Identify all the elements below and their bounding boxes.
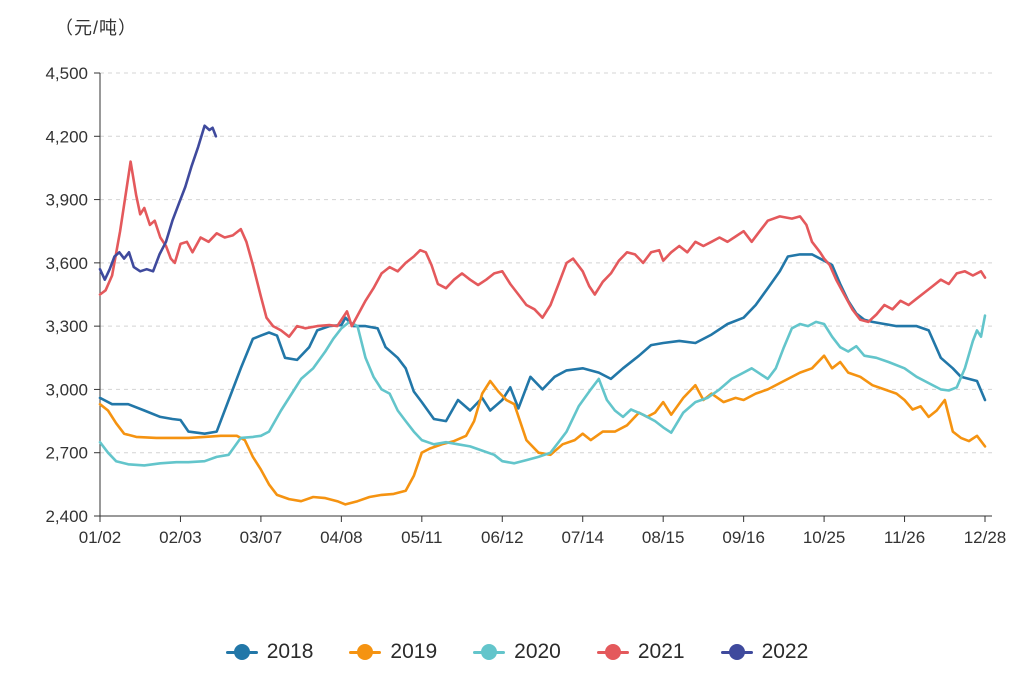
y-axis-label: 2,400: [45, 507, 88, 526]
legend-line-dot-icon: [473, 644, 506, 660]
legend-item-2018[interactable]: 2018: [225, 640, 314, 664]
x-axis-label: 12/28: [964, 528, 1007, 547]
x-axis-label: 04/08: [320, 528, 363, 547]
y-axis-unit-label: （元/吨）: [55, 18, 138, 38]
x-axis-label: 01/02: [79, 528, 122, 547]
y-axis-label: 3,300: [45, 317, 88, 336]
series-line-2018: [98, 253, 987, 436]
legend-line-dot-icon: [596, 644, 629, 660]
x-axis-label: 03/07: [240, 528, 283, 547]
x-axis-label: 09/16: [722, 528, 765, 547]
legend-label: 2022: [761, 640, 809, 663]
x-axis-label: 10/25: [803, 528, 846, 547]
x-axis-label: 08/15: [642, 528, 685, 547]
legend-item-2019[interactable]: 2019: [349, 640, 437, 664]
series-line-2021: [98, 160, 987, 339]
y-axis-label: 3,600: [45, 254, 88, 273]
legend-label: 2020: [514, 640, 561, 663]
x-axis-label: 06/12: [481, 528, 524, 547]
x-axis-label: 07/14: [561, 528, 604, 547]
series-line-2019: [98, 354, 987, 506]
legend-item-2021[interactable]: 2021: [596, 640, 685, 664]
legend-item-2022[interactable]: 2022: [720, 640, 809, 664]
series-line-2020: [98, 314, 987, 467]
legend-label: 2018: [266, 640, 314, 663]
legend-item-2020[interactable]: 2020: [473, 640, 561, 664]
x-axis-label: 05/11: [401, 528, 442, 547]
x-axis-label: 11/26: [884, 528, 925, 547]
legend-label: 2021: [637, 640, 685, 663]
y-axis-label: 3,900: [45, 191, 88, 210]
y-axis-label: 4,500: [45, 64, 88, 83]
line-chart-canvas: 2,400 2,700 3,000 3,300 3,600 3,900 4,200 4,500…: [45, 64, 1007, 547]
y-axis-label: 3,000: [45, 380, 88, 399]
series-line-2022: [98, 124, 218, 282]
x-axis-label: 02/03: [159, 528, 202, 547]
legend-line-dot-icon: [349, 644, 382, 660]
y-axis-label: 4,200: [45, 127, 88, 146]
legend-label: 2019: [390, 640, 438, 663]
legend-line-dot-icon: [720, 644, 753, 660]
chart-legend: 2018 2019 2020 2021 2022: [0, 640, 1034, 664]
y-axis-label: 2,700: [45, 444, 88, 463]
legend-line-dot-icon: [225, 644, 258, 660]
